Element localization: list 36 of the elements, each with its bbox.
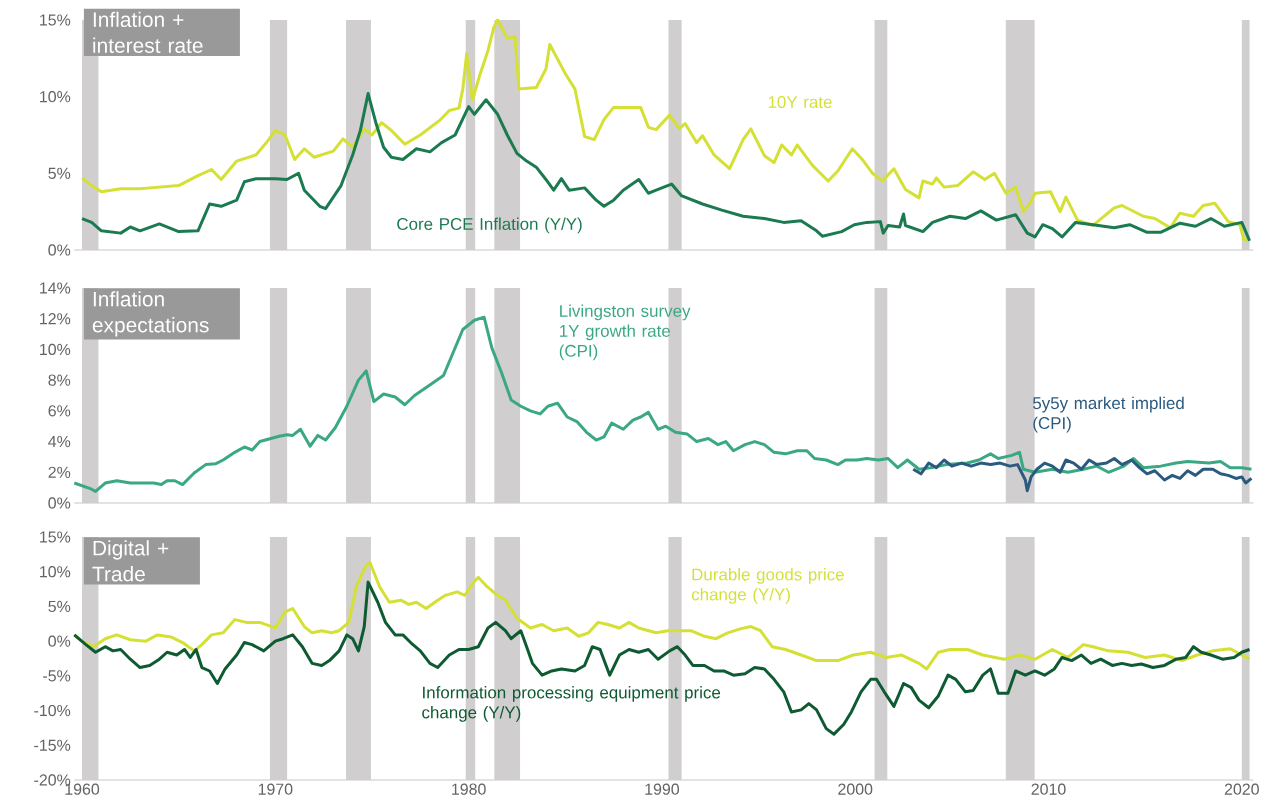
x-tick-label: 2010 xyxy=(1031,783,1066,795)
x-tick-label: 2000 xyxy=(838,783,873,795)
y-tick-label: 0% xyxy=(48,635,71,647)
y-tick-label: 10% xyxy=(40,91,71,103)
y-tick-label: 6% xyxy=(48,405,71,417)
series-label: 5y5y market implied (CPI) xyxy=(1032,396,1184,433)
x-tick-label: 1970 xyxy=(258,783,293,795)
y-tick-label: 12% xyxy=(40,313,71,325)
text: Inflation expectations xyxy=(92,291,209,337)
y-tick-label: -5% xyxy=(43,670,71,682)
line-series xyxy=(80,92,1252,243)
x-tick-label: 1980 xyxy=(452,783,486,795)
text: Digital + Trade xyxy=(92,540,169,582)
y-tick-label: -15% xyxy=(34,739,71,751)
y-tick-label: 10% xyxy=(40,566,71,578)
y-tick-label: 5% xyxy=(48,600,71,613)
y-tick-label: 0% xyxy=(48,497,71,509)
series-label: 10Y rate xyxy=(768,96,832,109)
y-tick-label: 8% xyxy=(48,374,71,386)
y-tick-label: 2% xyxy=(48,466,71,478)
series-label: Core PCE Inflation (Y/Y) xyxy=(397,217,582,234)
x-tick-label: 1990 xyxy=(645,783,680,795)
chart-title: Inflation + interest rate xyxy=(93,11,203,53)
y-tick-label: 0% xyxy=(48,244,71,256)
y-tick-label: 5% xyxy=(48,167,71,179)
y-tick-label: 4% xyxy=(48,435,71,448)
x-tick-label: 2020 xyxy=(1224,783,1259,795)
y-tick-label: 15% xyxy=(40,531,71,543)
y-tick-label: -10% xyxy=(34,704,71,717)
y-tick-label: 10% xyxy=(40,343,71,356)
series-label: Information processing equipment price change (Y/Y) xyxy=(422,686,721,722)
series-label: Durable goods price change (Y/Y) xyxy=(691,568,844,604)
text: Livingston survey 1Y growth rate (CPI) xyxy=(559,304,691,361)
y-tick-label: 14% xyxy=(40,282,71,294)
y-tick-label: 15% xyxy=(40,14,71,26)
line-series xyxy=(911,456,1253,493)
